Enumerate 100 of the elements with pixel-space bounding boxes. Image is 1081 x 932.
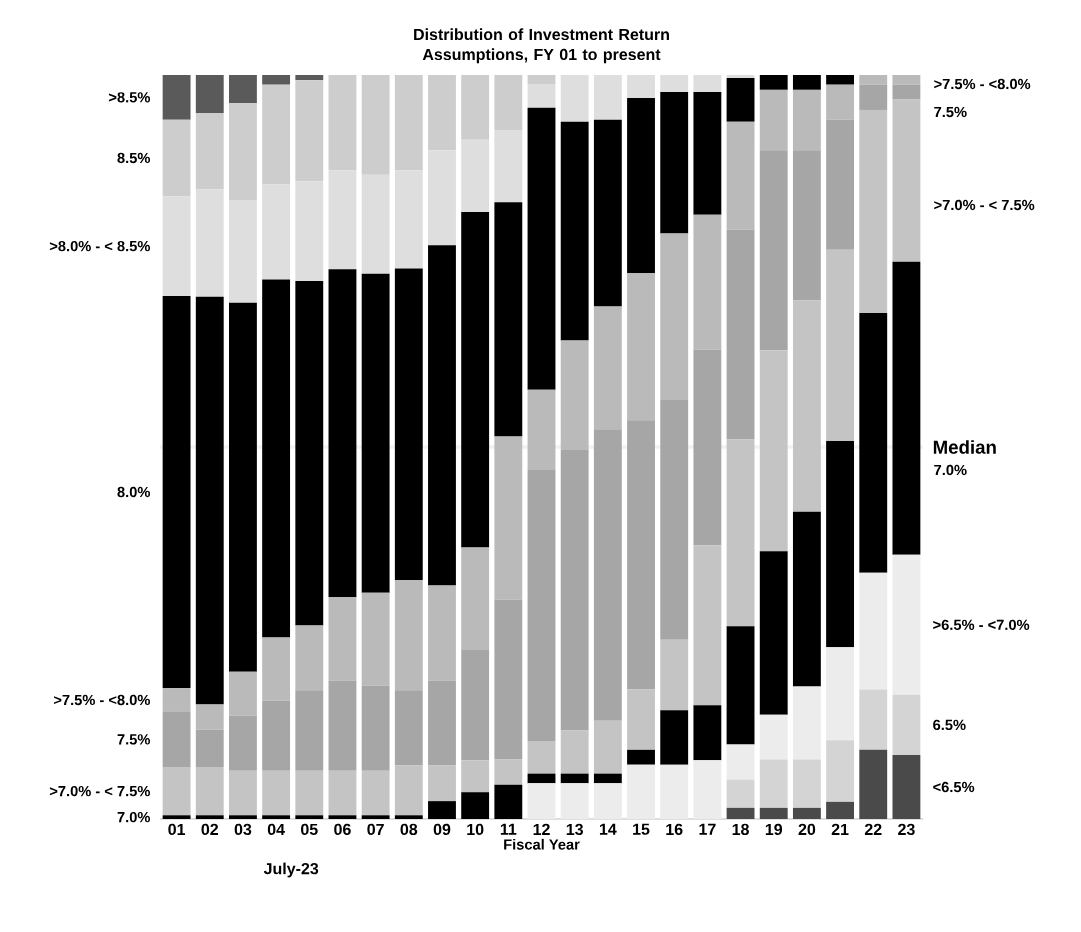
bar	[759, 551, 788, 715]
bar	[428, 680, 456, 766]
bar	[461, 650, 490, 761]
bar	[627, 272, 655, 421]
bar	[361, 770, 390, 816]
x-tick-label: 15	[633, 823, 650, 835]
bar	[826, 441, 855, 648]
bar	[229, 671, 257, 716]
bar	[660, 639, 689, 711]
series-label: >7.0% - < 7.5%	[49, 785, 150, 797]
bar	[262, 815, 291, 819]
bar	[527, 783, 556, 819]
bar	[593, 306, 622, 430]
bar	[660, 233, 689, 401]
series-label: 7.5%	[117, 734, 151, 745]
bar	[162, 196, 191, 296]
bar	[328, 170, 357, 270]
bar	[229, 302, 257, 672]
bar	[328, 74, 357, 171]
bar	[726, 626, 755, 745]
bar	[726, 779, 755, 808]
bar	[361, 74, 390, 175]
bar	[726, 807, 755, 819]
bar	[826, 74, 855, 85]
bar	[162, 74, 191, 120]
bar	[560, 340, 589, 450]
bar	[859, 572, 888, 690]
bar	[892, 261, 921, 555]
bar	[461, 547, 490, 651]
bar	[560, 121, 589, 341]
bar	[295, 74, 324, 81]
bar	[593, 429, 622, 721]
bar	[461, 211, 490, 548]
bar	[494, 759, 523, 785]
bar	[361, 592, 390, 686]
bar	[328, 770, 357, 816]
bar	[892, 84, 921, 100]
bar	[859, 109, 888, 314]
bar	[660, 764, 689, 819]
bar	[660, 92, 689, 234]
bar	[693, 214, 722, 350]
bar	[328, 680, 357, 771]
bar	[792, 686, 821, 760]
bar	[859, 749, 888, 819]
bar	[560, 74, 589, 122]
bar	[792, 300, 821, 512]
x-tick-label: 17	[699, 823, 716, 835]
bar	[660, 710, 689, 765]
ref-line-label: Median	[933, 440, 996, 454]
bar	[826, 249, 855, 442]
text: 7.5%	[934, 106, 967, 118]
bar	[195, 74, 224, 113]
bar	[494, 74, 523, 131]
bar	[394, 170, 423, 269]
bar	[560, 783, 589, 819]
bar	[494, 436, 523, 600]
bar	[428, 801, 456, 819]
text: 7.0%	[934, 464, 967, 476]
x-tick-label: 19	[765, 823, 783, 836]
bar	[759, 714, 788, 760]
bar	[361, 815, 390, 819]
bar	[461, 74, 490, 140]
bar	[593, 74, 622, 120]
bar	[693, 74, 722, 93]
series-label: 7.0%	[117, 811, 151, 823]
bar	[627, 749, 655, 765]
x-tick-label: 14	[599, 823, 617, 835]
bar	[759, 350, 788, 552]
series-label: >8.0% - < 8.5%	[49, 240, 150, 252]
bar	[593, 783, 622, 819]
text: >7.0% - < 7.5%	[934, 199, 1035, 211]
series-label: >6.5% - <7.0%	[933, 619, 1030, 631]
bar	[229, 715, 257, 771]
bar	[394, 690, 423, 766]
bar	[262, 279, 291, 638]
bar	[627, 98, 655, 273]
bar	[428, 585, 456, 681]
bar	[262, 74, 291, 85]
bar	[229, 74, 257, 104]
bar	[826, 84, 855, 120]
bar	[892, 694, 921, 756]
series-label: 6.5%	[933, 719, 966, 731]
bar	[229, 199, 257, 303]
bar	[859, 74, 888, 85]
bar	[295, 770, 324, 816]
bar	[726, 121, 755, 230]
bar	[892, 554, 921, 695]
bar	[295, 80, 324, 182]
x-tick-label: 02	[201, 823, 219, 836]
bar	[428, 150, 456, 246]
bar	[229, 815, 257, 819]
x-tick-label: 18	[732, 823, 749, 836]
bar	[195, 704, 224, 730]
bar	[693, 705, 722, 761]
bar	[826, 647, 855, 741]
bar	[527, 84, 556, 108]
bar	[361, 685, 390, 771]
series-label: 8.5%	[117, 152, 151, 164]
bar	[726, 229, 755, 440]
bar	[229, 770, 257, 816]
